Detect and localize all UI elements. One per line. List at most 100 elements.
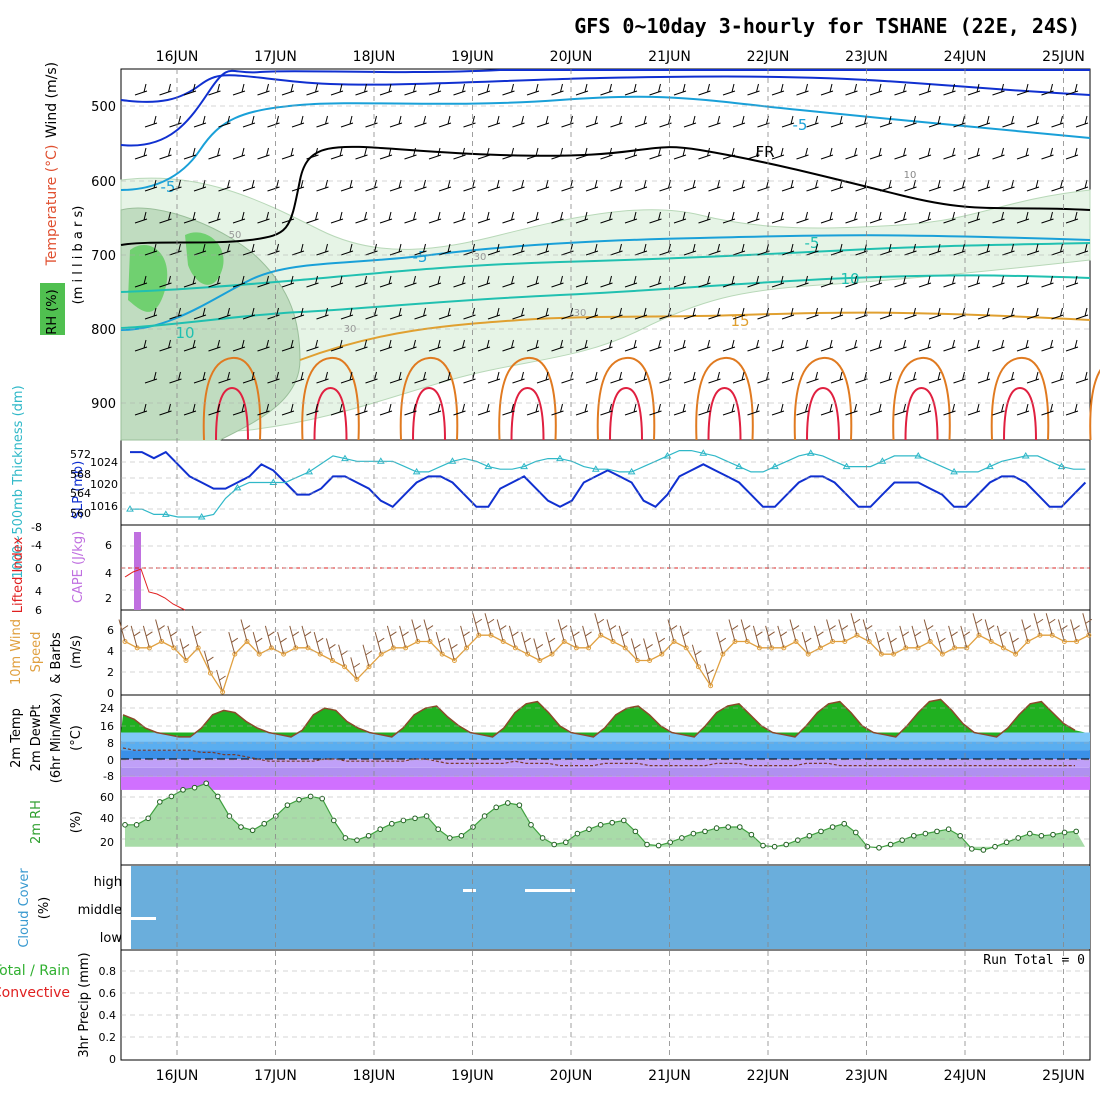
wind-barb	[1051, 115, 1064, 128]
wind-barb	[1041, 211, 1054, 224]
wind-barb	[1065, 211, 1079, 224]
wind-barb	[575, 147, 589, 160]
wind-barb	[624, 403, 638, 416]
wind-barb	[1051, 179, 1064, 192]
wind-barb	[159, 147, 172, 160]
temp-color-band	[121, 767, 1090, 777]
wind-barb	[722, 403, 736, 416]
wind-barb	[502, 147, 515, 160]
wind-barb	[134, 147, 148, 160]
wind-barb	[144, 179, 158, 192]
wind10-barb	[594, 613, 605, 636]
wind-barb	[526, 147, 540, 160]
thickness-marker	[520, 462, 529, 470]
wind-barb	[1026, 243, 1040, 256]
thickness-marker	[376, 457, 385, 464]
thickness-marker	[806, 449, 815, 456]
wind10-marker	[354, 676, 360, 682]
wind-barb	[281, 403, 295, 416]
contour-label: 10	[904, 170, 917, 181]
wind10-barb	[557, 619, 568, 642]
wind-barb	[306, 83, 319, 96]
wind10-marker	[195, 645, 201, 651]
wind-barb	[967, 275, 981, 288]
wind-barb	[820, 275, 834, 288]
wind10-barb	[203, 650, 214, 674]
temp-color-band	[121, 776, 1090, 790]
wind10-barb	[582, 625, 592, 648]
wind-barb	[1065, 403, 1079, 416]
wind-barb	[281, 147, 295, 160]
contour-surface-temp	[510, 386, 545, 441]
wind-barb	[820, 147, 834, 160]
thickness-marker	[197, 513, 206, 520]
contour-surface-temp	[695, 356, 754, 441]
rh-tick: 60	[100, 791, 114, 804]
contour-surface-temp	[412, 386, 446, 441]
wind-barb	[316, 371, 329, 384]
wind-barb	[257, 275, 270, 288]
wind10-barb	[301, 625, 312, 648]
wind-barb	[365, 179, 378, 192]
wind-barb	[722, 275, 736, 288]
wind-barb	[624, 83, 638, 96]
wind10-marker	[329, 657, 335, 663]
wind-barb	[610, 307, 623, 320]
rh-area	[125, 783, 1085, 850]
rh-marker	[354, 837, 360, 843]
wind-barb	[536, 243, 550, 256]
wind-barb	[193, 115, 207, 128]
contour-surface-temp	[806, 386, 840, 441]
wind-barb	[781, 307, 795, 320]
temp-ylabel-3: (6hr Min/Max)	[49, 693, 64, 783]
wind10-barb	[240, 619, 251, 642]
dewpoint-series-line	[122, 747, 1075, 767]
wind-barb	[477, 211, 491, 224]
wind-barb	[512, 179, 525, 192]
wind-barb	[992, 147, 1005, 160]
wind-barb	[585, 307, 599, 320]
wind10-marker	[342, 664, 348, 670]
wind10-barb	[935, 632, 946, 655]
wind-barb	[291, 179, 305, 192]
rh-marker	[551, 841, 558, 848]
wind-barb	[918, 211, 932, 224]
cape-right-tick: 6	[105, 539, 112, 552]
thickness-marker	[412, 467, 421, 475]
wind10-barb	[850, 613, 861, 636]
wind10-marker	[256, 651, 262, 657]
wind-barb	[683, 243, 697, 256]
wind-barb	[502, 83, 515, 96]
wind-barb	[634, 243, 648, 256]
wind10-marker	[683, 645, 689, 651]
li-left-tick: -4	[31, 539, 42, 552]
rh-marker	[1038, 832, 1045, 839]
wind-barb	[1041, 403, 1054, 416]
wind10-ylabel-1: 10m Wind	[9, 619, 24, 685]
rh-marker	[191, 784, 198, 791]
wind-barb	[585, 243, 599, 256]
wind-barb	[551, 275, 564, 288]
wind-barb	[365, 243, 378, 256]
upper-tick-label: 500	[91, 100, 116, 115]
wind-barb	[316, 307, 329, 320]
wind-barb	[379, 339, 393, 352]
wind-barb	[869, 83, 883, 96]
wind-barb	[1065, 339, 1079, 352]
rh-marker	[853, 829, 859, 836]
wind-barb	[806, 115, 819, 128]
wind-barb	[306, 211, 319, 224]
wind-barb	[267, 371, 280, 384]
wind-barb	[291, 307, 305, 320]
contour-label: 30	[344, 324, 357, 335]
rh-marker	[284, 802, 291, 808]
wind-barb	[918, 147, 932, 160]
upper-ylabel-rh: RH (%)	[45, 289, 60, 334]
rh-marker	[1015, 835, 1022, 841]
wind-barb	[355, 211, 368, 224]
wind-barb	[316, 179, 329, 192]
wind-barb	[1075, 179, 1089, 192]
wind10-barb	[960, 625, 971, 648]
rh-marker	[203, 780, 209, 787]
wind-barb	[428, 403, 442, 416]
